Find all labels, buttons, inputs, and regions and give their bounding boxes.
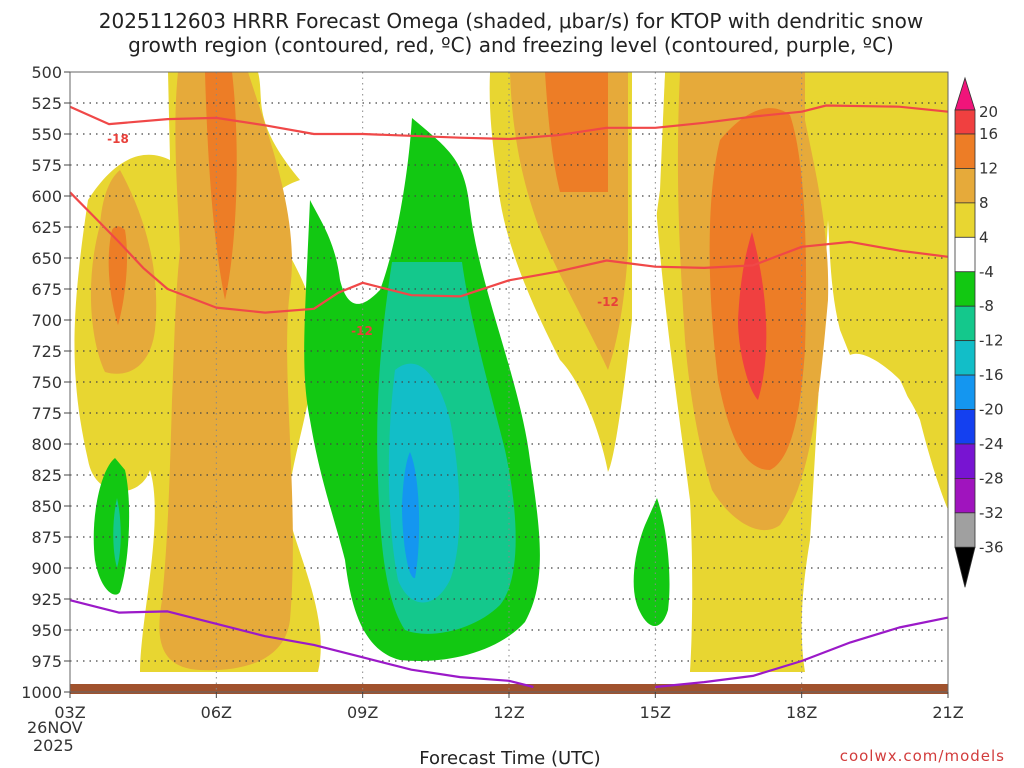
contour-label-dgz-lower-2: -12 (597, 295, 619, 309)
omega-region-16 (738, 232, 767, 400)
omega-region-neg8-a (113, 498, 121, 568)
contours (69, 104, 949, 689)
colorbar-tick-label: 8 (979, 194, 989, 212)
colorbar-segment (954, 443, 976, 479)
colorbar: 20 16 12 8 4 -4 -8 -12 -16 -20 -24 -28 -32 -36 (954, 76, 1004, 588)
y-tick-label: 675 (31, 280, 62, 299)
omega-region-neg4-c (633, 498, 670, 627)
colorbar-tick-label: -16 (979, 366, 1004, 384)
colorbar-tick-label: -36 (979, 538, 1004, 556)
y-tick-label: 600 (31, 187, 62, 206)
omega-region-4-d (800, 72, 948, 120)
omega-region-neg4-a (93, 458, 130, 595)
contour-labels: -18 -12 -12 (107, 132, 619, 338)
y-axis: 500 525 550 575 600 625 650 675 700 725 750 775 800 8… (21, 63, 70, 702)
x-axis: 03Z 06Z 09Z 12Z 15Z 18Z 21Z (54, 692, 964, 722)
x-tick-label: 03Z (54, 703, 85, 722)
colorbar-segment (954, 202, 976, 238)
colorbar-segment (954, 168, 976, 204)
colorbar-tick-label: -4 (979, 263, 994, 281)
contour-freezing-level-2 (655, 616, 949, 689)
colorbar-tick-label: 16 (979, 125, 998, 143)
colorbar-tick-label: 20 (979, 103, 998, 121)
colorbar-segment (954, 109, 976, 135)
omega-gap-e (70, 440, 140, 672)
x-tick-label: 06Z (201, 703, 232, 722)
y-tick-label: 825 (31, 466, 62, 485)
y-tick-label: 650 (31, 249, 62, 268)
omega-gap-d (70, 72, 168, 120)
colorbar-tick-label: -32 (979, 504, 1004, 522)
colorbar-segment (954, 340, 976, 376)
y-tick-label: 525 (31, 94, 62, 113)
colorbar-segment (954, 271, 976, 307)
colorbar-segment (954, 236, 976, 273)
colorbar-tick-label: -24 (979, 435, 1004, 453)
colorbar-segment (954, 374, 976, 410)
x-axis-label: Forecast Time (UTC) (419, 748, 600, 768)
colorbar-segment (954, 133, 976, 169)
colorbar-tick-label: -8 (979, 297, 994, 315)
colorbar-segment (954, 512, 976, 548)
colorbar-segment (954, 409, 976, 445)
plot-area: -18 -12 -12 (69, 71, 949, 694)
y-tick-label: 625 (31, 218, 62, 237)
x-tick-label: 15Z (640, 703, 671, 722)
y-tick-label: 875 (31, 528, 62, 547)
contour-label-dgz-upper: -18 (107, 132, 129, 146)
chart-title-line2: growth region (contoured, red, ºC) and f… (128, 33, 894, 57)
y-tick-label: 700 (31, 311, 62, 330)
y-tick-label: 575 (31, 156, 62, 175)
y-tick-label: 900 (31, 559, 62, 578)
omega-region-12-a (108, 226, 128, 325)
colorbar-segment (954, 477, 976, 514)
x-tick-label: 21Z (932, 703, 963, 722)
omega-shading (70, 72, 948, 672)
colorbar-bottom-arrow (954, 546, 976, 588)
y-tick-label: 975 (31, 652, 62, 671)
chart-title-line1: 2025112603 HRRR Forecast Omega (shaded, … (99, 9, 923, 33)
x-tick-label: 12Z (493, 703, 524, 722)
x-date-line1: 26NOV (27, 718, 83, 737)
omega-region-neg16 (402, 452, 420, 579)
contour-freezing-level (69, 599, 534, 689)
colorbar-tick-label: -12 (979, 332, 1004, 350)
colorbar-tick-label: 12 (979, 159, 998, 177)
x-date-line2: 2025 (33, 736, 74, 755)
y-tick-label: 1000 (21, 683, 62, 702)
contour-dgz-upper (69, 104, 949, 141)
y-tick-label: 850 (31, 497, 62, 516)
x-tick-label: 09Z (347, 703, 378, 722)
y-tick-label: 925 (31, 590, 62, 609)
x-tick-label: 18Z (786, 703, 817, 722)
omega-gap-b (631, 72, 665, 360)
omega-region-12-b (205, 72, 237, 300)
y-tick-label: 725 (31, 342, 62, 361)
y-tick-label: 550 (31, 125, 62, 144)
contour-dgz-lower (69, 191, 949, 314)
contour-label-dgz-lower-1: -12 (351, 324, 373, 338)
omega-region-8-b (159, 72, 293, 671)
y-tick-label: 750 (31, 373, 62, 392)
y-tick-label: 500 (31, 63, 62, 82)
colorbar-segment (954, 305, 976, 342)
omega-gap-f (805, 355, 948, 672)
colorbar-tick-label: 4 (979, 228, 989, 246)
omega-gap-a (318, 72, 490, 230)
y-tick-label: 775 (31, 404, 62, 423)
colorbar-top-arrow (954, 76, 976, 111)
y-tick-label: 800 (31, 435, 62, 454)
y-tick-label: 950 (31, 621, 62, 640)
credit-text: coolwx.com/models (840, 747, 1005, 765)
colorbar-tick-label: -28 (979, 469, 1004, 487)
colorbar-tick-label: -20 (979, 401, 1004, 419)
